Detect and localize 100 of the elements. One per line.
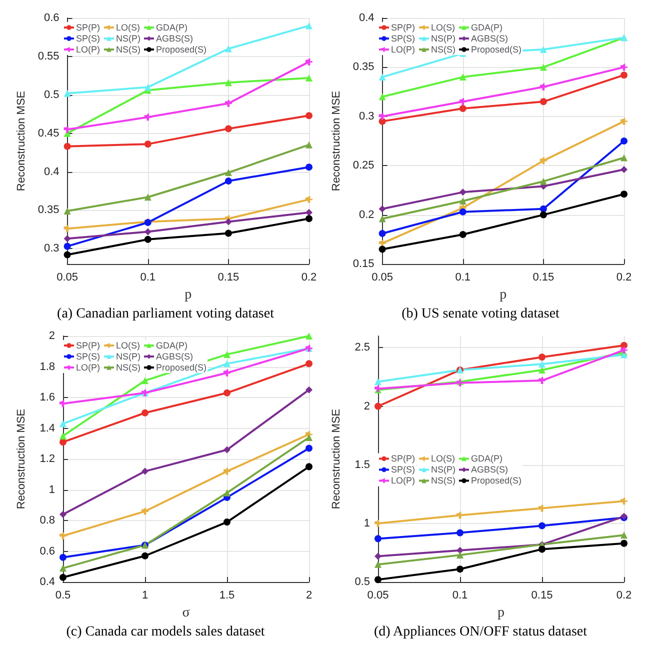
text: (d) Appliances ON/OFF status dataset bbox=[374, 624, 588, 640]
point bbox=[64, 235, 71, 242]
legend-label: AGBS(S) bbox=[156, 34, 194, 44]
point bbox=[456, 546, 464, 554]
x-tick-label: 1 bbox=[142, 590, 148, 602]
point bbox=[459, 74, 466, 81]
point bbox=[224, 177, 232, 184]
text: (b) US senate voting dataset bbox=[402, 306, 560, 322]
point bbox=[538, 522, 546, 530]
legend-label: GDA(P) bbox=[471, 22, 503, 32]
legend-label: LO(S) bbox=[431, 454, 456, 464]
point bbox=[60, 438, 66, 446]
legend-label: AGBS(S) bbox=[156, 352, 194, 362]
point bbox=[620, 118, 628, 125]
x-tick-label: 2 bbox=[306, 590, 312, 602]
legend-label: SP(S) bbox=[391, 464, 416, 475]
point bbox=[224, 230, 232, 237]
legend-label: SP(P) bbox=[76, 22, 100, 32]
legend-label: LO(S) bbox=[431, 22, 456, 32]
point bbox=[459, 198, 466, 205]
point bbox=[378, 74, 386, 81]
legend-label: LO(S) bbox=[116, 22, 140, 32]
point bbox=[378, 112, 386, 120]
y-tick-label: 0.55 bbox=[38, 50, 60, 62]
point bbox=[144, 114, 152, 121]
point bbox=[144, 194, 152, 201]
y-tick-label: 1.5 bbox=[354, 458, 370, 471]
legend-label: NS(S) bbox=[116, 362, 140, 372]
legend-label: AGBS(S) bbox=[471, 34, 508, 44]
point bbox=[459, 98, 466, 106]
point bbox=[620, 190, 628, 198]
point bbox=[374, 552, 382, 560]
point bbox=[306, 196, 312, 203]
point bbox=[306, 332, 312, 340]
y-tick-label: 1.6 bbox=[40, 392, 55, 404]
y-tick-label: 0.3 bbox=[44, 242, 60, 255]
point bbox=[224, 489, 230, 496]
x-tick-label: 0.15 bbox=[532, 272, 554, 284]
point bbox=[456, 529, 464, 536]
y-tick-label: 0.4 bbox=[40, 576, 55, 588]
point bbox=[374, 535, 382, 542]
legend-label: NS(S) bbox=[431, 44, 456, 54]
x-tick-label: 0.1 bbox=[455, 272, 471, 284]
legend-label: Proposed(S) bbox=[156, 44, 207, 54]
y-axis-title: Reconstruction MSE bbox=[330, 90, 342, 192]
point bbox=[538, 360, 546, 368]
point bbox=[540, 83, 547, 90]
y-tick-label: 0.25 bbox=[352, 160, 374, 172]
legend-label: GDA(P) bbox=[156, 340, 188, 350]
y-tick-label: 1.2 bbox=[40, 453, 55, 465]
point bbox=[620, 64, 628, 71]
point bbox=[306, 58, 312, 66]
y-tick-label: 0.45 bbox=[38, 127, 60, 140]
point bbox=[378, 246, 386, 253]
y-tick-label: 0.35 bbox=[38, 204, 60, 216]
legend-label: SP(S) bbox=[76, 352, 100, 362]
x-axis-title: p bbox=[498, 605, 504, 620]
y-tick-label: 1.8 bbox=[40, 360, 55, 373]
point bbox=[306, 215, 312, 222]
point bbox=[144, 228, 152, 236]
point bbox=[306, 164, 312, 171]
point bbox=[64, 207, 71, 214]
x-axis-title: p bbox=[500, 287, 507, 302]
legend-label: Proposed(S) bbox=[471, 44, 522, 54]
x-tick-label: 1.5 bbox=[219, 590, 235, 602]
x-axis-title: p bbox=[184, 287, 192, 302]
y-tick-label: 1 bbox=[48, 484, 55, 496]
point bbox=[540, 178, 547, 185]
point bbox=[540, 98, 547, 106]
y-axis-title: Reconstruction MSE bbox=[330, 408, 342, 510]
x-tick-label: 0.2 bbox=[616, 272, 632, 284]
point bbox=[374, 520, 382, 527]
legend-label: SP(P) bbox=[76, 340, 100, 350]
legend-label: LO(P) bbox=[391, 476, 416, 486]
y-tick-label: 1.4 bbox=[40, 422, 55, 434]
y-tick-label: 1 bbox=[364, 517, 370, 530]
point bbox=[538, 354, 546, 361]
point bbox=[620, 166, 628, 174]
y-tick-label: 2 bbox=[364, 400, 370, 412]
legend-label: NS(P) bbox=[431, 34, 456, 44]
y-tick-label: 0.6 bbox=[44, 12, 60, 24]
point bbox=[224, 360, 230, 368]
legend-label: Proposed(S) bbox=[156, 362, 207, 372]
point bbox=[64, 242, 71, 250]
point bbox=[456, 566, 464, 573]
point bbox=[456, 552, 464, 559]
point bbox=[60, 554, 66, 561]
point bbox=[60, 510, 66, 518]
y-tick-label: 0.8 bbox=[40, 514, 55, 526]
point bbox=[378, 215, 386, 222]
text: (a) Canadian parliament voting dataset bbox=[57, 306, 274, 322]
point bbox=[224, 79, 232, 86]
point bbox=[144, 84, 152, 91]
point bbox=[144, 140, 152, 148]
legend-label: NS(P) bbox=[116, 352, 140, 362]
point bbox=[224, 125, 232, 132]
x-axis-title: σ bbox=[182, 605, 190, 620]
x-tick-label: 0.2 bbox=[616, 590, 632, 602]
x-tick-label: 0.05 bbox=[367, 590, 389, 602]
legend-label: GDA(P) bbox=[471, 454, 503, 464]
